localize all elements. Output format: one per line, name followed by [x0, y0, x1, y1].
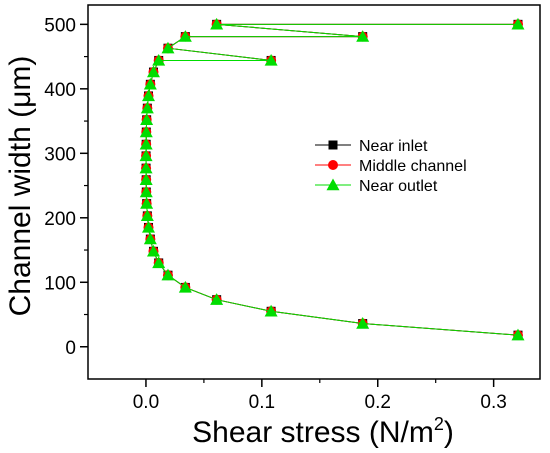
- data-point: [139, 161, 153, 174]
- data-point: [140, 209, 154, 222]
- legend-marker: [328, 160, 338, 170]
- series-line: [145, 23, 519, 336]
- data-point: [139, 149, 153, 162]
- legend-item: Middle channel: [315, 158, 467, 175]
- x-axis-label-main: Shear stress (N/m: [192, 416, 434, 449]
- data-point: [356, 317, 370, 329]
- legend-label: Middle channel: [359, 158, 467, 175]
- legend-marker: [328, 140, 338, 150]
- x-axis-label: Shear stress (N/m2): [192, 414, 454, 449]
- legend: Near inlet Middle channel Near outlet: [315, 138, 467, 195]
- x-axis-label-superscript: 2: [434, 414, 444, 434]
- x-axis-label-suffix: ): [444, 416, 454, 449]
- series-triangle: [139, 17, 525, 341]
- legend-item: Near outlet: [315, 178, 438, 195]
- data-point: [356, 30, 370, 42]
- data-point: [210, 17, 224, 30]
- y-tick-label: 300: [44, 144, 76, 165]
- data-point: [143, 232, 157, 245]
- series-line: [145, 23, 519, 336]
- data-point: [146, 244, 160, 257]
- data-point: [141, 89, 155, 102]
- legend-item: Near inlet: [315, 138, 428, 155]
- plot-frame: [87, 4, 541, 380]
- data-point: [161, 268, 175, 281]
- data-point: [210, 293, 224, 305]
- data-point: [140, 101, 154, 114]
- axes: 0.0 0.1 0.2 0.3 0 100 200 300 400 500: [44, 4, 541, 413]
- data-point: [264, 53, 278, 66]
- y-tick-label: 100: [44, 273, 76, 294]
- data-point: [139, 173, 153, 185]
- data-point: [511, 328, 525, 341]
- data-point: [178, 280, 192, 293]
- y-axis-label: Channel width (μm): [4, 56, 37, 317]
- data-point: [146, 65, 160, 78]
- data-point: [139, 125, 153, 138]
- plot-area: [139, 17, 525, 341]
- data-point: [178, 30, 192, 42]
- data-point: [511, 17, 525, 30]
- legend-marker: [326, 178, 340, 191]
- data-point: [141, 220, 155, 233]
- y-tick-label: 500: [44, 15, 76, 36]
- x-tick-label: 0.1: [249, 392, 275, 413]
- data-point: [140, 113, 154, 125]
- data-point: [139, 185, 153, 198]
- y-tick-label: 0: [65, 338, 76, 359]
- data-point: [161, 41, 175, 54]
- y-tick-label: 400: [44, 80, 76, 101]
- x-tick-label: 0.3: [480, 392, 506, 413]
- legend-label: Near outlet: [359, 178, 438, 195]
- x-tick-label: 0.2: [365, 392, 391, 413]
- data-point: [152, 256, 166, 269]
- data-point: [264, 304, 278, 317]
- data-point: [152, 53, 166, 66]
- data-point: [143, 77, 157, 90]
- data-point: [140, 197, 154, 209]
- data-point: [139, 137, 153, 150]
- y-tick-label: 200: [44, 209, 76, 230]
- legend-label: Near inlet: [359, 138, 428, 155]
- series-square: [141, 19, 523, 340]
- x-tick-label: 0.0: [133, 392, 159, 413]
- series-line: [145, 23, 519, 336]
